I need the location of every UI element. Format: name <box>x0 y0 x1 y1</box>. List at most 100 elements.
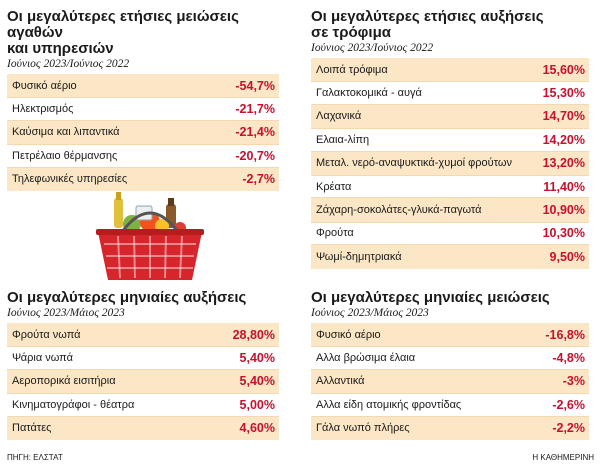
table-row: Ψωμί-δημητριακά 9,50% <box>311 245 589 269</box>
monthly-increases-title: Οι μεγαλύτερες μηνιαίες αυξήσεις <box>7 289 247 306</box>
row-label: Φρούτα νωπά <box>12 328 81 341</box>
row-value: 4,60% <box>239 421 275 436</box>
table-row: Ελαια-λίπη 14,20% <box>311 128 589 152</box>
row-value: 9,50% <box>549 249 585 264</box>
row-label: Κινηματογράφοι - θέατρα <box>12 398 135 411</box>
annual-decreases-subtitle: Ιούνιος 2023/Ιούνιος 2022 <box>7 58 130 70</box>
annual-increases-panel: Οι μεγαλύτερες ετήσιες αυξήσεις σε τρόφι… <box>311 9 589 269</box>
row-value: 5,40% <box>239 351 275 366</box>
row-value: -3% <box>562 374 585 389</box>
table-row: Κρέατα 11,40% <box>311 174 589 199</box>
table-row: Αλλα είδη ατομικής φροντίδας -2,6% <box>311 393 589 417</box>
row-value: -4,8% <box>552 351 585 366</box>
monthly-decreases-panel: Οι μεγαλύτερες μηνιαίες μειώσεις Ιούνιος… <box>311 290 589 440</box>
row-label: Κρέατα <box>316 180 352 193</box>
row-label: Ψωμί-δημητριακά <box>316 250 402 263</box>
table-row: Λαχανικά 14,70% <box>311 104 589 129</box>
bottle-cap-icon <box>116 192 121 200</box>
monthly-increases-panel: Οι μεγαλύτερες μηνιαίες αυξήσεις Ιούνιος… <box>7 290 279 440</box>
source-note: ΠΗΓΗ: ΕΛΣΤΑΤ <box>7 453 63 462</box>
monthly-decreases-title: Οι μεγαλύτερες μηνιαίες μειώσεις <box>311 289 550 306</box>
row-value: 13,20% <box>542 156 585 171</box>
basket-mesh-icon <box>104 235 196 279</box>
row-label: Αλλα βρώσιμα έλαια <box>316 352 416 365</box>
row-label: Ηλεκτρισμός <box>12 103 74 116</box>
monthly-decreases-subtitle: Ιούνιος 2023/Μάιος 2023 <box>311 307 429 319</box>
row-value: 15,30% <box>542 86 585 101</box>
row-label: Ελαια-λίπη <box>316 133 370 146</box>
bottle-icon <box>114 198 123 228</box>
annual-decreases-title: Οι μεγαλύτερες ετήσιες μειώσεις αγαθών κ… <box>7 9 279 57</box>
table-row: Λοιπά τρόφιμα 15,60% <box>311 58 589 82</box>
row-value: 15,60% <box>542 62 585 77</box>
table-row: Ψάρια νωπά 5,40% <box>7 346 279 370</box>
row-label: Ψάρια νωπά <box>12 352 73 365</box>
monthly-increases-subtitle: Ιούνιος 2023/Μάιος 2023 <box>7 307 125 319</box>
table-row: Γαλακτοκομικά - αυγά 15,30% <box>311 81 589 105</box>
annual-increases-title: Οι μεγαλύτερες ετήσιες αυξήσεις σε τρόφι… <box>311 9 589 41</box>
table-row: Μεταλ. νερό-αναψυκτικά-χυμοί φρούτων 13,2… <box>311 151 589 175</box>
row-label: Λοιπά τρόφιμα <box>316 63 388 76</box>
table-row: Τηλεφωνικές υπηρεσίες -2,7% <box>7 167 279 191</box>
table-row: Πετρέλαιο θέρμανσης -20,7% <box>7 144 279 168</box>
basket-handle-icon <box>120 211 180 233</box>
table-row: Φρούτα 10,30% <box>311 221 589 246</box>
table-row: Ηλεκτρισμός -21,7% <box>7 97 279 121</box>
row-value: 28,80% <box>232 327 275 342</box>
table-row: Κινηματογράφοι - θέατρα 5,00% <box>7 393 279 417</box>
row-label: Γάλα νωπό πλήρες <box>316 422 410 435</box>
row-label: Πατάτες <box>12 422 52 435</box>
table-row: Ζάχαρη-σοκολάτες-γλυκά-παγωτά 10,90% <box>311 198 589 222</box>
annual-decreases-title-line2: και υπηρεσιών <box>7 40 114 57</box>
row-label: Γαλακτοκομικά - αυγά <box>316 87 422 100</box>
row-value: -16,8% <box>545 327 585 342</box>
table-row: Φυσικό αέριο -16,8% <box>311 323 589 347</box>
row-label: Καύσιμα και λιπαντικά <box>12 126 120 139</box>
monthly-decreases-table: Φυσικό αέριο -16,8% Αλλα βρώσιμα έλαια -4,… <box>311 323 589 440</box>
row-value: -21,4% <box>235 125 275 140</box>
table-row: Αλλαντικά -3% <box>311 369 589 394</box>
row-value: -20,7% <box>235 148 275 163</box>
basket-body-icon <box>98 232 202 280</box>
row-value: 14,70% <box>542 109 585 124</box>
row-value: 10,90% <box>542 203 585 218</box>
row-value: -2,2% <box>552 421 585 436</box>
row-label: Αλλα είδη ατομικής φροντίδας <box>316 398 462 411</box>
row-value: -2,7% <box>242 172 275 187</box>
table-row: Γάλα νωπό πλήρες -2,2% <box>311 416 589 440</box>
shopping-basket-icon <box>96 192 204 280</box>
annual-decreases-panel: Οι μεγαλύτερες ετήσιες μειώσεις αγαθών κ… <box>7 9 279 191</box>
row-value: -21,7% <box>235 102 275 117</box>
bottle-cap-icon <box>168 198 174 206</box>
table-row: Φυσικό αέριο -54,7% <box>7 74 279 98</box>
annual-decreases-table: Φυσικό αέριο -54,7% Ηλεκτρισμός -21,7% Καύ… <box>7 74 279 191</box>
monthly-increases-table: Φρούτα νωπά 28,80% Ψάρια νωπά 5,40% Αεροπο… <box>7 323 279 440</box>
row-value: 10,30% <box>542 226 585 241</box>
row-label: Φυσικό αέριο <box>316 328 381 341</box>
row-label: Μεταλ. νερό-αναψυκτικά-χυμοί φρούτων <box>316 157 512 170</box>
annual-increases-table: Λοιπά τρόφιμα 15,60% Γαλακτοκομικά - αυγά… <box>311 58 589 269</box>
row-label: Φρούτα <box>316 227 354 240</box>
annual-increases-title-line2: σε τρόφιμα <box>311 24 391 41</box>
table-row: Αεροπορικά εισιτήρια 5,40% <box>7 369 279 394</box>
row-label: Αεροπορικά εισιτήρια <box>12 375 116 388</box>
row-label: Λαχανικά <box>316 110 362 123</box>
table-row: Φρούτα νωπά 28,80% <box>7 323 279 347</box>
row-label: Πετρέλαιο θέρμανσης <box>12 149 118 162</box>
row-value: -2,6% <box>552 397 585 412</box>
row-value: 14,20% <box>542 132 585 147</box>
row-value: 5,40% <box>239 374 275 389</box>
publisher-credit: Η ΚΑΘΗΜΕΡΙΝΗ <box>532 453 594 462</box>
row-label: Τηλεφωνικές υπηρεσίες <box>12 173 128 186</box>
annual-decreases-title-line1: Οι μεγαλύτερες ετήσιες μειώσεις αγαθών <box>7 8 239 41</box>
row-label: Ζάχαρη-σοκολάτες-γλυκά-παγωτά <box>316 204 482 217</box>
row-value: -54,7% <box>235 78 275 93</box>
row-label: Αλλαντικά <box>316 375 365 388</box>
basket-rim-icon <box>96 229 204 235</box>
annual-increases-title-line1: Οι μεγαλύτερες ετήσιες αυξήσεις <box>311 8 544 25</box>
table-row: Καύσιμα και λιπαντικά -21,4% <box>7 120 279 145</box>
table-row: Αλλα βρώσιμα έλαια -4,8% <box>311 346 589 370</box>
row-value: 11,40% <box>543 179 585 194</box>
annual-increases-subtitle: Ιούνιος 2023/Ιούνιος 2022 <box>311 42 434 54</box>
row-label: Φυσικό αέριο <box>12 79 77 92</box>
